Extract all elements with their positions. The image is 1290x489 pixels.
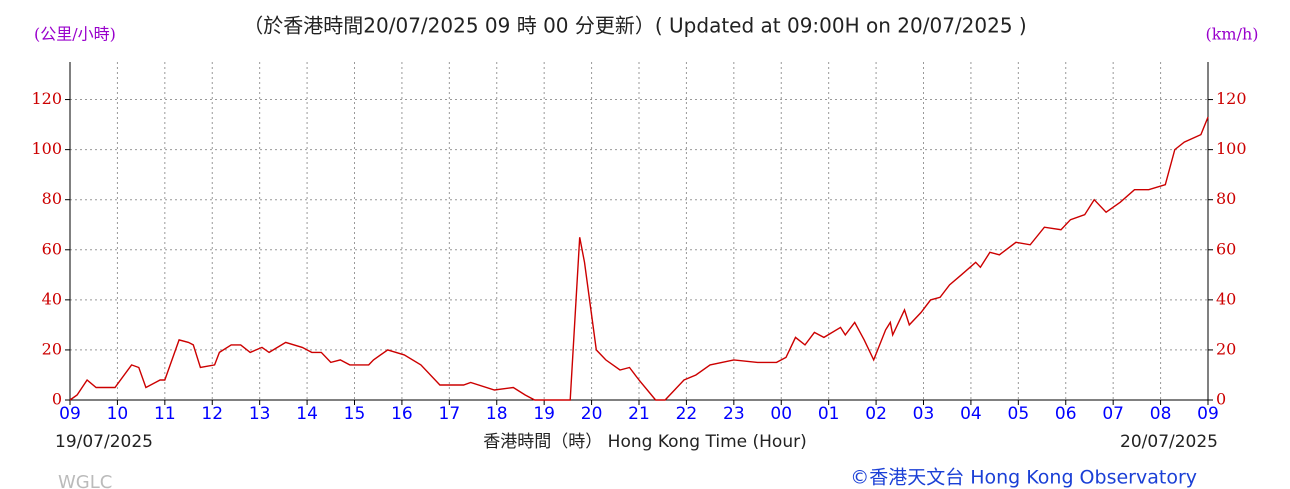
x-tick-label: 16 [391, 404, 413, 424]
x-tick-label: 14 [296, 404, 318, 424]
start-date: 19/07/2025 [55, 432, 153, 452]
x-tick-label: 10 [107, 404, 129, 424]
y-tick-label: 40 [42, 289, 62, 308]
x-tick-label: 03 [913, 404, 935, 424]
y2-tick-label: 40 [1216, 289, 1236, 308]
x-tick-label: 06 [1055, 404, 1077, 424]
x-tick-label: 04 [960, 404, 982, 424]
x-axis-title: 香港時間（時） Hong Kong Time (Hour) [483, 432, 806, 452]
y-tick-label: 100 [31, 139, 62, 158]
y2-tick-label: 120 [1216, 89, 1247, 108]
x-tick-label: 15 [344, 404, 366, 424]
credit: ©香港天文台 Hong Kong Observatory [850, 467, 1197, 489]
x-tick-label: 21 [628, 404, 650, 424]
y-unit-left: (公里/小時) [34, 25, 116, 44]
x-tick-label: 23 [723, 404, 745, 424]
x-tick-label: 11 [154, 404, 176, 424]
y-tick-label: 60 [42, 239, 62, 258]
x-tick-label: 07 [1102, 404, 1124, 424]
chart-title: （於香港時間20/07/2025 09 時 00 分更新）( Updated a… [243, 14, 1026, 38]
x-tick-label: 01 [818, 404, 840, 424]
x-tick-label: 05 [1008, 404, 1030, 424]
x-tick-label: 08 [1150, 404, 1172, 424]
y-unit-right: (km/h) [1205, 25, 1258, 44]
x-tick-label: 09 [1197, 404, 1219, 424]
x-tick-label: 17 [439, 404, 461, 424]
x-tick-label: 19 [533, 404, 555, 424]
end-date: 20/07/2025 [1120, 432, 1218, 452]
x-tick-label: 02 [865, 404, 887, 424]
y2-tick-label: 20 [1216, 339, 1236, 358]
y-tick-label: 80 [42, 189, 62, 208]
x-tick-label: 09 [59, 404, 81, 424]
watermark: WGLC [58, 472, 112, 489]
y2-tick-label: 0 [1216, 390, 1226, 409]
x-tick-label: 22 [676, 404, 698, 424]
x-tick-label: 20 [581, 404, 603, 424]
x-tick-label: 12 [201, 404, 223, 424]
y2-tick-label: 100 [1216, 139, 1247, 158]
x-tick-label: 00 [770, 404, 792, 424]
x-tick-label: 13 [249, 404, 271, 424]
y-tick-label: 20 [42, 339, 62, 358]
y2-tick-label: 60 [1216, 239, 1236, 258]
x-tick-label: 18 [486, 404, 508, 424]
y2-tick-label: 80 [1216, 189, 1236, 208]
y-tick-label: 0 [52, 390, 62, 409]
series-line [69, 116, 1209, 401]
y-tick-label: 120 [31, 89, 62, 108]
